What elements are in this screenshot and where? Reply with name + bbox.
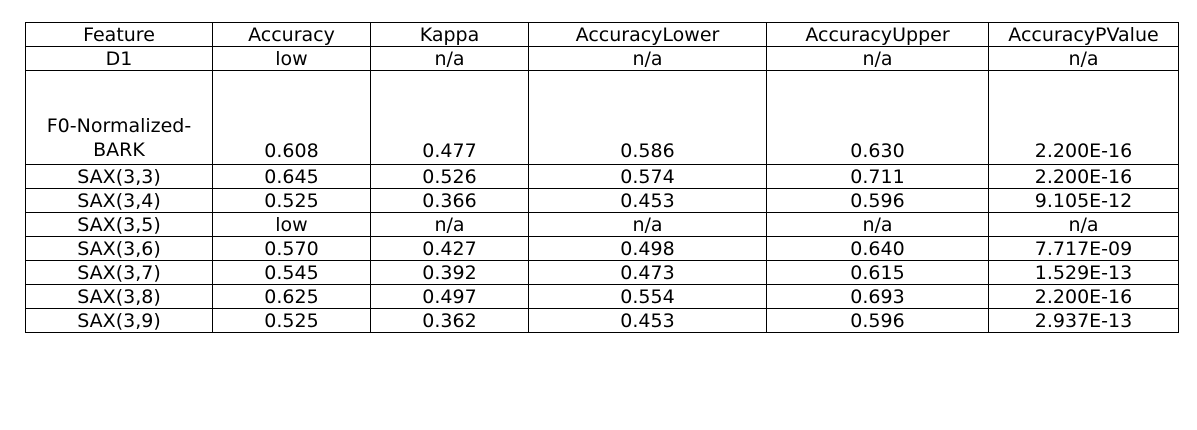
cell-accuracy-lower: 0.453 — [528, 308, 767, 333]
header-row: Feature Accuracy Kappa AccuracyLower Acc… — [25, 22, 1179, 47]
table-row: SAX(3,4) 0.525 0.366 0.453 0.596 9.105E-… — [25, 188, 1179, 213]
cell-kappa: n/a — [370, 212, 529, 237]
cell-accuracy-lower: n/a — [528, 46, 767, 71]
cell-accuracy-upper: 0.596 — [766, 188, 989, 213]
cell-accuracy-upper: n/a — [766, 212, 989, 237]
header-accuracy-pvalue: AccuracyPValue — [988, 22, 1179, 47]
cell-accuracy-upper: 0.615 — [766, 260, 989, 285]
table-row: SAX(3,3) 0.645 0.526 0.574 0.711 2.200E-… — [25, 164, 1179, 189]
cell-kappa: n/a — [370, 46, 529, 71]
cell-accuracy: 0.570 — [212, 236, 371, 261]
header-accuracy: Accuracy — [212, 22, 371, 47]
cell-accuracy-pvalue: n/a — [988, 212, 1179, 237]
cell-feature: SAX(3,9) — [25, 308, 213, 333]
header-feature: Feature — [25, 22, 213, 47]
cell-accuracy: low — [212, 46, 371, 71]
cell-accuracy-lower: 0.453 — [528, 188, 767, 213]
cell-kappa: 0.477 — [370, 70, 529, 165]
cell-accuracy: low — [212, 212, 371, 237]
header-accuracy-lower: AccuracyLower — [528, 22, 767, 47]
cell-accuracy: 0.625 — [212, 284, 371, 309]
cell-accuracy-pvalue: 2.200E-16 — [988, 164, 1179, 189]
cell-accuracy-lower: 0.574 — [528, 164, 767, 189]
cell-feature: F0-Normalized- BARK — [25, 70, 213, 165]
cell-accuracy: 0.645 — [212, 164, 371, 189]
cell-accuracy: 0.525 — [212, 188, 371, 213]
feature-line-1: F0-Normalized- — [46, 115, 192, 137]
cell-feature: SAX(3,6) — [25, 236, 213, 261]
cell-feature: D1 — [25, 46, 213, 71]
cell-feature: SAX(3,3) — [25, 164, 213, 189]
table-row: F0-Normalized- BARK 0.608 0.477 0.586 0.6… — [25, 70, 1179, 165]
cell-accuracy: 0.525 — [212, 308, 371, 333]
cell-accuracy-pvalue: 2.200E-16 — [988, 70, 1179, 165]
cell-kappa: 0.526 — [370, 164, 529, 189]
cell-accuracy-pvalue: 7.717E-09 — [988, 236, 1179, 261]
table-header: Feature Accuracy Kappa AccuracyLower Acc… — [25, 22, 1179, 47]
cell-accuracy-lower: 0.554 — [528, 284, 767, 309]
cell-accuracy: 0.608 — [212, 70, 371, 165]
feature-multiline-label: F0-Normalized- BARK — [47, 114, 191, 162]
cell-kappa: 0.362 — [370, 308, 529, 333]
cell-kappa: 0.497 — [370, 284, 529, 309]
cell-accuracy-upper: 0.630 — [766, 70, 989, 165]
table-row: SAX(3,9) 0.525 0.362 0.453 0.596 2.937E-… — [25, 308, 1179, 333]
cell-accuracy-pvalue: 9.105E-12 — [988, 188, 1179, 213]
header-kappa: Kappa — [370, 22, 529, 47]
cell-accuracy-upper: 0.596 — [766, 308, 989, 333]
header-accuracy-upper: AccuracyUpper — [766, 22, 989, 47]
cell-accuracy: 0.545 — [212, 260, 371, 285]
cell-accuracy-pvalue: 2.937E-13 — [988, 308, 1179, 333]
cell-kappa: 0.427 — [370, 236, 529, 261]
cell-accuracy-lower: 0.498 — [528, 236, 767, 261]
table-row: SAX(3,7) 0.545 0.392 0.473 0.615 1.529E-… — [25, 260, 1179, 285]
cell-feature: SAX(3,4) — [25, 188, 213, 213]
table-row: SAX(3,5) low n/a n/a n/a n/a — [25, 212, 1179, 237]
cell-feature: SAX(3,5) — [25, 212, 213, 237]
table-row: SAX(3,8) 0.625 0.497 0.554 0.693 2.200E-… — [25, 284, 1179, 309]
cell-kappa: 0.366 — [370, 188, 529, 213]
cell-accuracy-pvalue: 2.200E-16 — [988, 284, 1179, 309]
table-row: SAX(3,6) 0.570 0.427 0.498 0.640 7.717E-… — [25, 236, 1179, 261]
cell-feature: SAX(3,7) — [25, 260, 213, 285]
results-table: Feature Accuracy Kappa AccuracyLower Acc… — [25, 22, 1179, 333]
cell-accuracy-lower: 0.473 — [528, 260, 767, 285]
cell-accuracy-pvalue: n/a — [988, 46, 1179, 71]
cell-accuracy-pvalue: 1.529E-13 — [988, 260, 1179, 285]
table-body: D1 low n/a n/a n/a n/a F0-Normalized- BAR… — [25, 46, 1179, 333]
cell-kappa: 0.392 — [370, 260, 529, 285]
table-row: D1 low n/a n/a n/a n/a — [25, 46, 1179, 71]
cell-accuracy-lower: 0.586 — [528, 70, 767, 165]
cell-accuracy-upper: 0.693 — [766, 284, 989, 309]
cell-accuracy-upper: 0.640 — [766, 236, 989, 261]
cell-accuracy-upper: 0.711 — [766, 164, 989, 189]
cell-accuracy-lower: n/a — [528, 212, 767, 237]
feature-line-2: BARK — [93, 139, 145, 161]
cell-accuracy-upper: n/a — [766, 46, 989, 71]
cell-feature: SAX(3,8) — [25, 284, 213, 309]
